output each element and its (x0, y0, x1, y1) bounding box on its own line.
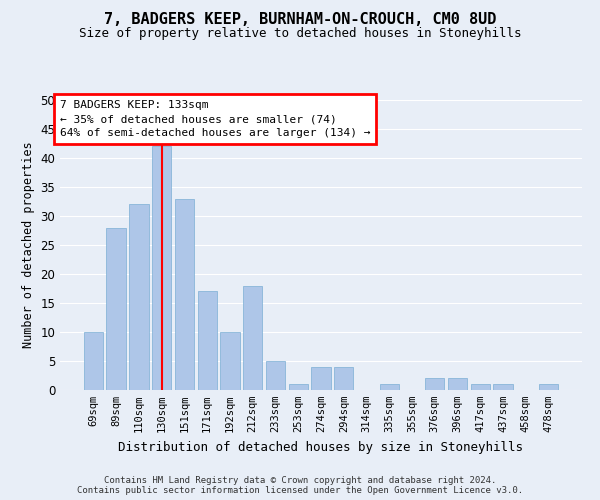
Bar (129, 204, 149, 390)
Text: 7 BADGERS KEEP: 133sqm
← 35% of detached houses are smaller (74)
64% of semi-det: 7 BADGERS KEEP: 133sqm ← 35% of detached… (60, 100, 371, 138)
Bar (84, 332, 103, 390)
X-axis label: Distribution of detached houses by size in Stoneyhills: Distribution of detached houses by size … (119, 440, 523, 454)
Bar (470, 384, 490, 390)
Bar (106, 228, 126, 390)
Bar (197, 292, 217, 390)
Bar (539, 384, 558, 390)
Text: Contains HM Land Registry data © Crown copyright and database right 2024.
Contai: Contains HM Land Registry data © Crown c… (77, 476, 523, 495)
Bar (425, 378, 445, 390)
Bar (380, 384, 399, 390)
Bar (175, 198, 194, 390)
Bar (448, 378, 467, 390)
Bar (152, 146, 172, 390)
Text: 7, BADGERS KEEP, BURNHAM-ON-CROUCH, CM0 8UD: 7, BADGERS KEEP, BURNHAM-ON-CROUCH, CM0 … (104, 12, 496, 28)
Y-axis label: Number of detached properties: Number of detached properties (22, 142, 35, 348)
Bar (220, 332, 239, 390)
Bar (334, 367, 353, 390)
Text: Size of property relative to detached houses in Stoneyhills: Size of property relative to detached ho… (79, 28, 521, 40)
Bar (289, 384, 308, 390)
Bar (311, 367, 331, 390)
Bar (243, 286, 262, 390)
Bar (266, 361, 285, 390)
Bar (493, 384, 513, 390)
